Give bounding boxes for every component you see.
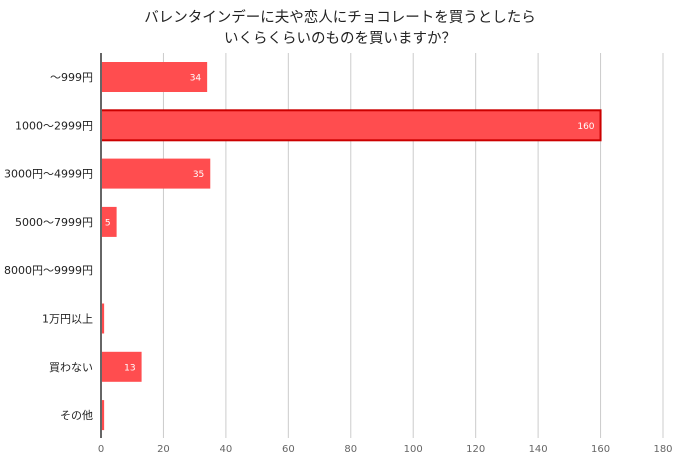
data-label: 13 <box>124 363 135 373</box>
x-tick-label: 140 <box>529 444 548 455</box>
x-tick-label: 120 <box>466 444 485 455</box>
y-category-label: その他 <box>60 409 93 422</box>
y-category-label: 1万円以上 <box>42 313 93 326</box>
y-category-label: 1000～2999円 <box>15 119 93 132</box>
bar <box>100 109 602 142</box>
data-label: 34 <box>190 74 202 84</box>
chart-title-line-1: バレンタインデーに夫や恋人にチョコレートを買うとしたら <box>144 10 536 26</box>
y-category-label: 5000～7999円 <box>15 216 93 229</box>
data-label: 160 <box>577 122 594 132</box>
x-tick-label: 60 <box>282 444 295 455</box>
x-tick-label: 100 <box>404 444 423 455</box>
y-category-label: 3000円～4999円 <box>4 168 93 181</box>
x-tick-label: 180 <box>653 444 672 455</box>
chart-title-line-2: いくらくらいのものを買いますか？ <box>224 31 456 47</box>
x-tick-label: 160 <box>591 444 610 455</box>
bar <box>101 351 142 382</box>
x-tick-label: 20 <box>157 444 170 455</box>
y-category-label: 買わない <box>49 361 93 374</box>
bar <box>101 206 117 237</box>
bar <box>101 62 208 92</box>
data-label: 35 <box>193 170 204 180</box>
data-label: 5 <box>105 218 111 228</box>
bar <box>101 400 105 431</box>
y-category-label: ～999円 <box>50 71 93 84</box>
y-category-label: 8000円～9999円 <box>4 264 93 277</box>
x-tick-label: 40 <box>220 444 233 455</box>
x-tick-label: 0 <box>98 444 104 455</box>
x-tick-label: 80 <box>344 444 357 455</box>
bar <box>101 158 211 189</box>
bar <box>101 303 105 334</box>
